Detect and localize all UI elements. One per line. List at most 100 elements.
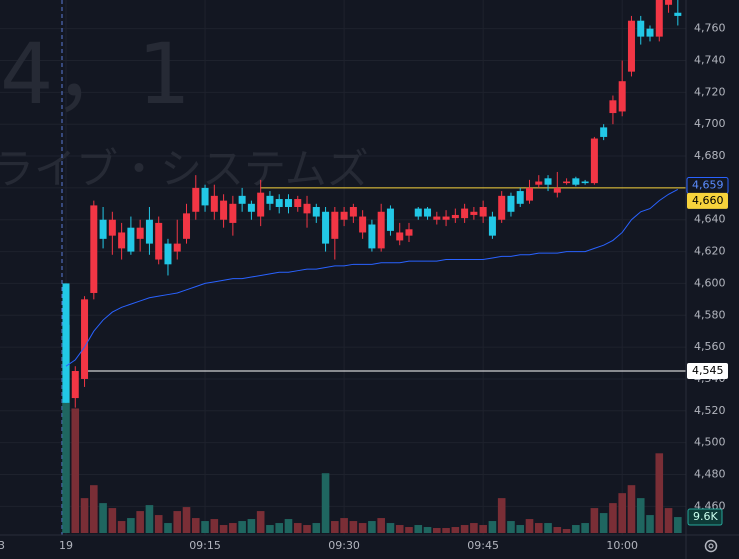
candle-body bbox=[247, 203, 255, 212]
candle-body bbox=[71, 370, 79, 399]
volume-badge-label: 9.6K bbox=[693, 510, 718, 523]
volume-bar bbox=[479, 525, 487, 533]
candle-body bbox=[618, 81, 626, 112]
x-tick-label: 10:00 bbox=[606, 539, 638, 552]
y-tick-label: 4,760 bbox=[694, 22, 726, 35]
candle-body bbox=[646, 28, 654, 37]
volume-bar bbox=[71, 408, 80, 533]
volume-bar bbox=[581, 523, 589, 533]
candle-body bbox=[220, 200, 228, 220]
volume-bar bbox=[655, 453, 664, 533]
volume-bar bbox=[516, 525, 525, 533]
price-badge-label: 4,660 bbox=[692, 194, 724, 207]
volume-bar bbox=[247, 519, 256, 533]
candle-body bbox=[340, 211, 348, 220]
y-tick-label: 4,700 bbox=[694, 117, 726, 130]
volume-bar bbox=[90, 485, 98, 533]
volume-bar bbox=[266, 525, 274, 533]
y-tick-label: 4,680 bbox=[694, 149, 726, 162]
gear[interactable] bbox=[704, 539, 718, 553]
y-tick-label: 4,580 bbox=[694, 308, 726, 321]
candle-body bbox=[396, 232, 404, 241]
candle-body bbox=[451, 214, 459, 219]
candle-body bbox=[470, 211, 478, 215]
y-tick-label: 4,520 bbox=[694, 404, 726, 417]
volume-bar bbox=[275, 523, 284, 533]
watermark-name: ライブ・システムズ bbox=[0, 145, 369, 194]
candle-body bbox=[590, 138, 598, 184]
candle-body bbox=[665, 0, 673, 5]
volume-bar bbox=[256, 511, 265, 533]
y-tick-label: 4,720 bbox=[694, 85, 726, 98]
candle-body bbox=[201, 187, 209, 206]
volume-bar bbox=[136, 511, 144, 533]
gear-center[interactable] bbox=[708, 543, 714, 549]
volume-bar bbox=[460, 525, 469, 533]
candle-body bbox=[405, 229, 413, 236]
y-tick-label: 4,560 bbox=[694, 340, 726, 353]
candle-body bbox=[433, 216, 441, 220]
candle-body bbox=[655, 0, 663, 37]
candle-body bbox=[507, 195, 515, 212]
candle-body bbox=[572, 178, 580, 185]
candle-body bbox=[563, 181, 571, 184]
y-tick-label: 4,600 bbox=[694, 276, 726, 289]
volume-bar bbox=[349, 521, 358, 533]
volume-bar bbox=[377, 518, 385, 533]
y-tick-label: 4,620 bbox=[694, 245, 726, 258]
volume-bar bbox=[210, 519, 219, 533]
x-tick-label: 09:30 bbox=[328, 539, 360, 552]
candle-body bbox=[210, 195, 218, 212]
volume-bar bbox=[117, 521, 126, 533]
candle-body bbox=[349, 206, 357, 217]
volume-bar bbox=[127, 518, 135, 533]
x-tick-label: 09:45 bbox=[467, 539, 499, 552]
y-tick-label: 4,480 bbox=[694, 467, 726, 480]
volume-bar bbox=[331, 521, 339, 533]
watermark-code: 4，1 bbox=[0, 25, 191, 123]
price-badge bbox=[687, 192, 728, 209]
candle-body bbox=[544, 178, 552, 185]
candle-body bbox=[535, 181, 543, 185]
volume-bar bbox=[303, 525, 311, 533]
candle-body bbox=[192, 187, 200, 212]
candle-body bbox=[600, 127, 608, 137]
candle-body bbox=[424, 208, 432, 217]
volume-bar bbox=[321, 473, 330, 533]
volume-bar bbox=[599, 513, 608, 533]
candle-body bbox=[108, 219, 116, 236]
candle-body bbox=[275, 199, 283, 207]
price-badge-label: 4,659 bbox=[692, 178, 724, 191]
candle-body bbox=[136, 227, 144, 239]
volume-bar bbox=[80, 498, 89, 533]
x-tick-label: 09:15 bbox=[189, 539, 221, 552]
settings-icon[interactable] bbox=[704, 539, 718, 553]
volume-bar bbox=[646, 515, 654, 533]
price-badge-label: 4,545 bbox=[692, 364, 724, 377]
volume-bar bbox=[488, 521, 497, 533]
candle-body bbox=[90, 205, 98, 293]
volume-bar bbox=[572, 525, 580, 533]
volume-bar bbox=[405, 527, 413, 533]
candle-body bbox=[183, 213, 191, 239]
volume-bar bbox=[497, 498, 506, 533]
volume-bar bbox=[219, 525, 228, 533]
volume-bar bbox=[145, 505, 154, 533]
volume-bar bbox=[238, 521, 246, 533]
volume-bar bbox=[99, 503, 107, 533]
candle-body bbox=[118, 232, 126, 249]
volume-bar bbox=[534, 523, 543, 533]
volume-bar bbox=[618, 493, 626, 533]
candle-body bbox=[81, 299, 89, 379]
x-tick-label: 19 bbox=[59, 539, 73, 552]
volume-bar bbox=[164, 523, 172, 533]
candle-body bbox=[173, 243, 181, 252]
plot bbox=[62, 0, 686, 408]
candle-body bbox=[164, 243, 172, 265]
candle-body bbox=[516, 191, 524, 204]
axes: 4,4604,4804,5004,5204,5404,5604,5804,600… bbox=[59, 22, 729, 552]
volume-bar bbox=[191, 518, 200, 533]
volume-bar bbox=[154, 515, 163, 533]
